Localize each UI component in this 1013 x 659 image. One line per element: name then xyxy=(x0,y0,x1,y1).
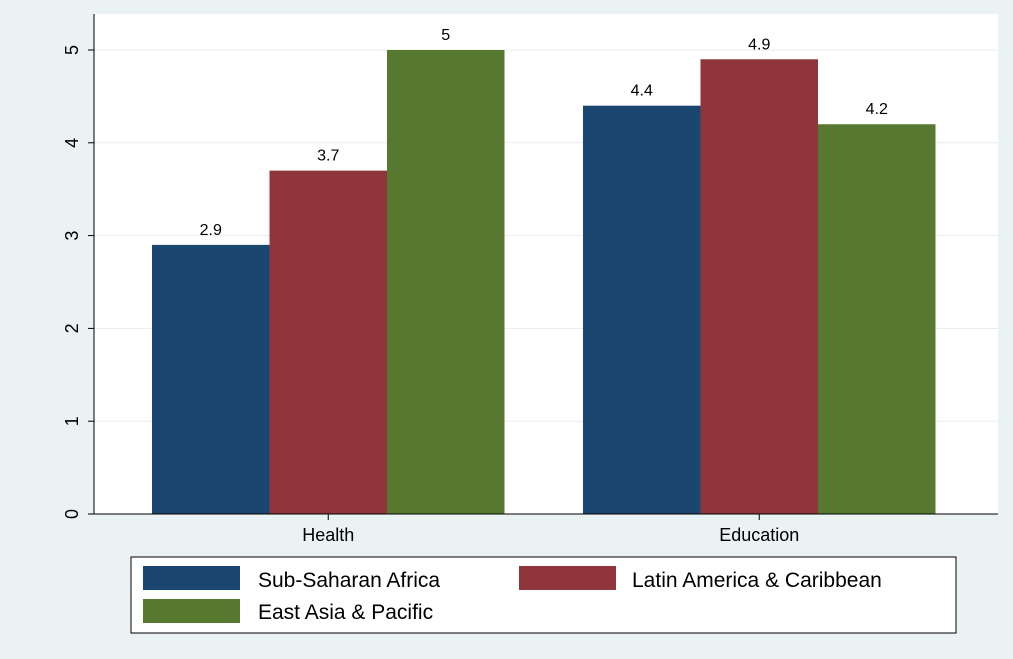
data-labels: 2.9 3.7 5 4.4 4.9 4.2 xyxy=(200,27,888,239)
legend-swatch-2 xyxy=(519,566,616,590)
legend-label-1: Sub-Saharan Africa xyxy=(258,569,440,592)
data-label-health-2: 3.7 xyxy=(317,148,339,165)
legend-label-2: Latin America & Caribbean xyxy=(632,569,882,592)
y-tick-label-0: 0 xyxy=(62,509,82,519)
bar-education-1 xyxy=(583,105,701,515)
bars xyxy=(152,50,936,515)
data-label-health-1: 2.9 xyxy=(200,222,222,239)
y-tick-label-2: 2 xyxy=(62,323,82,333)
legend-swatch-3 xyxy=(143,599,240,623)
y-tick-label-3: 3 xyxy=(62,231,82,241)
y-axis-ticks: 0 1 2 3 4 5 xyxy=(62,45,94,519)
x-tick-label-health: Health xyxy=(302,525,354,545)
data-label-education-2: 4.9 xyxy=(748,36,770,53)
bar-health-3 xyxy=(387,50,505,514)
legend-swatch-1 xyxy=(143,566,240,590)
bar-education-2 xyxy=(700,59,818,514)
bar-health-1 xyxy=(152,244,270,514)
data-label-education-1: 4.4 xyxy=(631,83,653,100)
bar-health-2 xyxy=(269,170,387,514)
legend: Sub-Saharan Africa Latin America & Caribb… xyxy=(130,556,957,634)
y-tick-label-4: 4 xyxy=(62,138,82,148)
x-tick-label-education: Education xyxy=(719,525,799,545)
y-tick-label-1: 1 xyxy=(62,416,82,426)
x-axis-ticks: Health Education xyxy=(302,514,799,545)
y-tick-label-5: 5 xyxy=(62,45,82,55)
data-label-education-3: 4.2 xyxy=(866,101,888,118)
data-label-health-3: 5 xyxy=(441,27,450,44)
legend-label-3: East Asia & Pacific xyxy=(258,601,433,624)
bar-education-3 xyxy=(818,124,936,515)
